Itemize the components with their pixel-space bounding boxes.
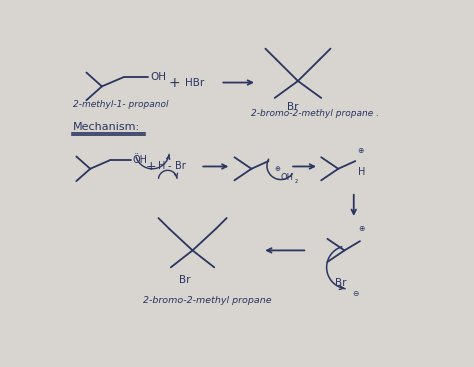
Text: OH: OH bbox=[281, 173, 294, 182]
Text: ⊖: ⊖ bbox=[352, 289, 358, 298]
Text: 2-bromo-2-methyl propane: 2-bromo-2-methyl propane bbox=[143, 296, 272, 305]
Text: +: + bbox=[168, 76, 180, 90]
Text: Br: Br bbox=[287, 102, 299, 112]
Text: ⊕: ⊕ bbox=[358, 224, 365, 233]
Text: -: - bbox=[168, 161, 171, 171]
Text: H: H bbox=[158, 161, 166, 171]
Text: Br: Br bbox=[179, 275, 190, 285]
Text: ⊕: ⊕ bbox=[275, 166, 281, 172]
Text: 2-bromo-2-methyl propane .: 2-bromo-2-methyl propane . bbox=[251, 109, 380, 118]
Text: ÖH: ÖH bbox=[132, 155, 147, 165]
Text: ₂: ₂ bbox=[295, 177, 298, 185]
Text: ⊕: ⊕ bbox=[357, 146, 363, 155]
Text: +: + bbox=[146, 160, 156, 173]
Text: Br: Br bbox=[175, 161, 186, 171]
Text: HBr: HBr bbox=[185, 77, 204, 88]
Text: H: H bbox=[358, 167, 366, 177]
Text: Mechanism:: Mechanism: bbox=[73, 122, 140, 132]
Text: OH: OH bbox=[150, 72, 166, 82]
Text: 2-methyl-1- propanol: 2-methyl-1- propanol bbox=[73, 99, 169, 109]
Text: Br: Br bbox=[335, 278, 346, 288]
